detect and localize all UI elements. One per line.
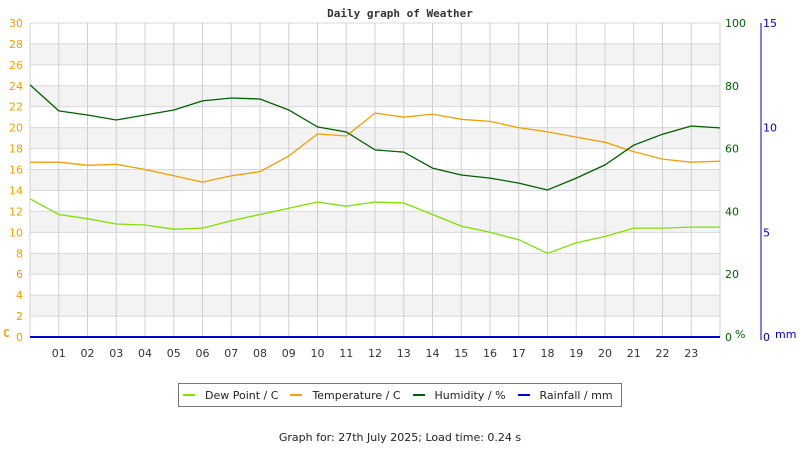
svg-text:12: 12 bbox=[368, 347, 382, 360]
svg-text:2: 2 bbox=[16, 310, 23, 323]
dew-point-swatch-icon bbox=[183, 394, 195, 396]
svg-text:C: C bbox=[3, 327, 10, 340]
legend-label: Dew Point / C bbox=[205, 388, 279, 402]
svg-text:28: 28 bbox=[9, 38, 23, 51]
svg-text:16: 16 bbox=[483, 347, 497, 360]
legend-item-temperature: Temperature / C bbox=[290, 388, 401, 402]
svg-text:10: 10 bbox=[311, 347, 325, 360]
chart-legend: Dew Point / C Temperature / C Humidity /… bbox=[178, 383, 622, 407]
data-series bbox=[29, 84, 721, 338]
svg-text:100: 100 bbox=[725, 17, 746, 30]
svg-text:0: 0 bbox=[16, 331, 23, 344]
svg-text:30: 30 bbox=[9, 17, 23, 30]
svg-text:15: 15 bbox=[454, 347, 468, 360]
humidity-swatch-icon bbox=[412, 394, 425, 396]
svg-text:20: 20 bbox=[725, 268, 739, 281]
svg-text:10: 10 bbox=[763, 122, 777, 135]
svg-text:14: 14 bbox=[426, 347, 440, 360]
legend-item-rainfall: Rainfall / mm bbox=[517, 388, 613, 402]
svg-text:80: 80 bbox=[725, 80, 739, 93]
svg-text:6: 6 bbox=[16, 268, 23, 281]
legend-label: Temperature / C bbox=[312, 388, 401, 402]
svg-text:22: 22 bbox=[9, 101, 23, 114]
svg-text:07: 07 bbox=[224, 347, 238, 360]
legend-label: Humidity / % bbox=[434, 388, 506, 402]
svg-text:4: 4 bbox=[16, 289, 23, 302]
svg-text:14: 14 bbox=[9, 184, 23, 197]
svg-text:04: 04 bbox=[138, 347, 152, 360]
svg-text:26: 26 bbox=[9, 59, 23, 72]
svg-text:18: 18 bbox=[9, 143, 23, 156]
svg-text:0: 0 bbox=[725, 331, 732, 344]
svg-text:24: 24 bbox=[9, 80, 23, 93]
svg-text:21: 21 bbox=[627, 347, 641, 360]
svg-text:15: 15 bbox=[763, 17, 777, 30]
svg-text:08: 08 bbox=[253, 347, 267, 360]
svg-text:23: 23 bbox=[684, 347, 698, 360]
svg-text:03: 03 bbox=[109, 347, 123, 360]
svg-text:05: 05 bbox=[167, 347, 181, 360]
legend-label: Rainfall / mm bbox=[539, 388, 613, 402]
legend-item-dew-point: Dew Point / C bbox=[183, 389, 278, 402]
svg-text:22: 22 bbox=[656, 347, 670, 360]
chart-title: Daily graph of Weather bbox=[327, 7, 473, 20]
svg-text:18: 18 bbox=[541, 347, 555, 360]
svg-text:5: 5 bbox=[763, 226, 770, 239]
svg-text:20: 20 bbox=[598, 347, 612, 360]
rainfall-swatch-icon bbox=[517, 394, 530, 396]
svg-text:12: 12 bbox=[9, 205, 23, 218]
svg-text:60: 60 bbox=[725, 143, 739, 156]
svg-text:11: 11 bbox=[339, 347, 353, 360]
svg-text:8: 8 bbox=[16, 247, 23, 260]
svg-text:02: 02 bbox=[81, 347, 95, 360]
svg-text:06: 06 bbox=[196, 347, 210, 360]
temperature-swatch-icon bbox=[290, 394, 303, 396]
svg-text:13: 13 bbox=[397, 347, 411, 360]
svg-text:20: 20 bbox=[9, 122, 23, 135]
svg-text:40: 40 bbox=[725, 205, 739, 218]
svg-text:16: 16 bbox=[9, 164, 23, 177]
svg-text:17: 17 bbox=[512, 347, 526, 360]
svg-text:19: 19 bbox=[569, 347, 583, 360]
svg-text:0: 0 bbox=[763, 331, 770, 344]
svg-text:%: % bbox=[735, 328, 745, 341]
svg-text:mm: mm bbox=[775, 328, 796, 341]
legend-item-humidity: Humidity / % bbox=[412, 388, 506, 402]
svg-text:09: 09 bbox=[282, 347, 296, 360]
graph-footer: Graph for: 27th July 2025; Load time: 0.… bbox=[278, 431, 522, 444]
svg-text:01: 01 bbox=[52, 347, 66, 360]
svg-text:10: 10 bbox=[9, 226, 23, 239]
